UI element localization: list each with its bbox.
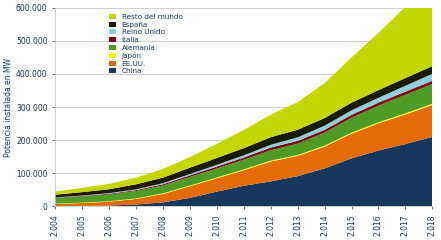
Y-axis label: Potencia instalada en MW: Potencia instalada en MW [4, 58, 13, 157]
Legend: Resto del mundo, España, Reino Unido, Italia, Alemania, Japón, EE.UU., China: Resto del mundo, España, Reino Unido, It… [108, 13, 183, 75]
